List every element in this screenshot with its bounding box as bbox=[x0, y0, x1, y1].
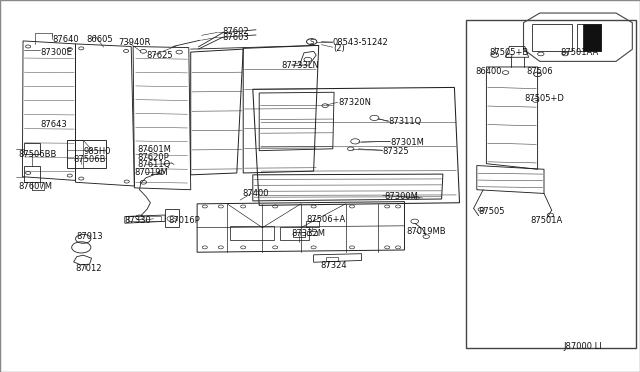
Text: 87625: 87625 bbox=[146, 51, 173, 60]
Text: 87501A: 87501A bbox=[530, 217, 562, 225]
Text: 86605: 86605 bbox=[86, 35, 113, 44]
Bar bbox=[577, 24, 601, 51]
Bar bbox=[584, 24, 601, 51]
Bar bbox=[306, 221, 319, 227]
Text: 87330: 87330 bbox=[125, 216, 152, 225]
Text: 87506BB: 87506BB bbox=[18, 150, 56, 159]
Text: 08543-51242: 08543-51242 bbox=[333, 38, 388, 46]
Text: 87320N: 87320N bbox=[338, 98, 371, 107]
Text: 87506B: 87506B bbox=[74, 155, 106, 164]
Text: J87000 LI: J87000 LI bbox=[563, 342, 602, 351]
Bar bbox=[466, 20, 636, 348]
Text: 87602: 87602 bbox=[223, 27, 250, 36]
Text: 87019MB: 87019MB bbox=[406, 227, 446, 236]
Bar bbox=[532, 24, 572, 51]
Text: 87601M: 87601M bbox=[138, 145, 172, 154]
Text: (2): (2) bbox=[333, 44, 344, 53]
Text: 87300E: 87300E bbox=[40, 48, 72, 57]
Bar bbox=[128, 216, 161, 221]
Text: 87332M: 87332M bbox=[292, 229, 326, 238]
Text: 87607M: 87607M bbox=[18, 182, 52, 191]
Text: 87506+A: 87506+A bbox=[306, 215, 345, 224]
Text: 87505+D: 87505+D bbox=[525, 94, 564, 103]
Bar bbox=[230, 226, 274, 240]
Text: 87324: 87324 bbox=[320, 262, 347, 270]
Text: 87501AA: 87501AA bbox=[561, 48, 599, 57]
Text: 86400: 86400 bbox=[475, 67, 501, 76]
Text: 87643: 87643 bbox=[40, 120, 67, 129]
Text: 87611Q: 87611Q bbox=[138, 160, 171, 169]
Text: 87505: 87505 bbox=[479, 207, 505, 216]
Bar bbox=[165, 209, 179, 227]
Text: 87301M: 87301M bbox=[390, 138, 424, 147]
Bar bbox=[67, 140, 106, 168]
Text: 87733LN: 87733LN bbox=[282, 61, 319, 70]
Text: S: S bbox=[310, 39, 314, 45]
Bar bbox=[293, 232, 305, 237]
Bar bbox=[24, 166, 40, 182]
Text: 87506: 87506 bbox=[526, 67, 553, 76]
Bar bbox=[24, 143, 40, 154]
Text: 87311Q: 87311Q bbox=[388, 117, 422, 126]
Text: 87300M: 87300M bbox=[384, 192, 418, 201]
Bar bbox=[326, 257, 338, 261]
Text: 87019M: 87019M bbox=[134, 168, 168, 177]
Text: 87013: 87013 bbox=[77, 232, 104, 241]
Text: 985H0: 985H0 bbox=[83, 147, 111, 155]
Text: 87400: 87400 bbox=[242, 189, 268, 198]
Bar bbox=[307, 231, 317, 235]
Text: 87505+B: 87505+B bbox=[490, 48, 529, 57]
Text: 87012: 87012 bbox=[76, 264, 102, 273]
Text: 87620P: 87620P bbox=[138, 153, 170, 162]
Text: 87016P: 87016P bbox=[168, 216, 200, 225]
Text: 87640: 87640 bbox=[52, 35, 79, 44]
Text: 73940R: 73940R bbox=[118, 38, 151, 46]
Text: 87325: 87325 bbox=[383, 147, 410, 155]
Bar bbox=[280, 227, 309, 240]
Text: 87603: 87603 bbox=[223, 33, 250, 42]
